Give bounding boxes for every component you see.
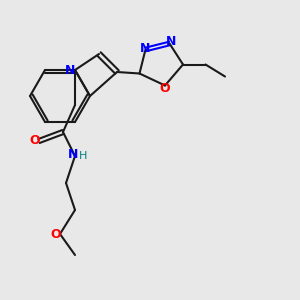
Text: O: O (50, 227, 61, 241)
Text: N: N (166, 35, 176, 49)
Text: N: N (140, 41, 151, 55)
Text: H: H (79, 151, 88, 161)
Text: O: O (160, 82, 170, 95)
Text: N: N (65, 64, 76, 76)
Text: N: N (68, 148, 79, 161)
Text: O: O (29, 134, 40, 148)
